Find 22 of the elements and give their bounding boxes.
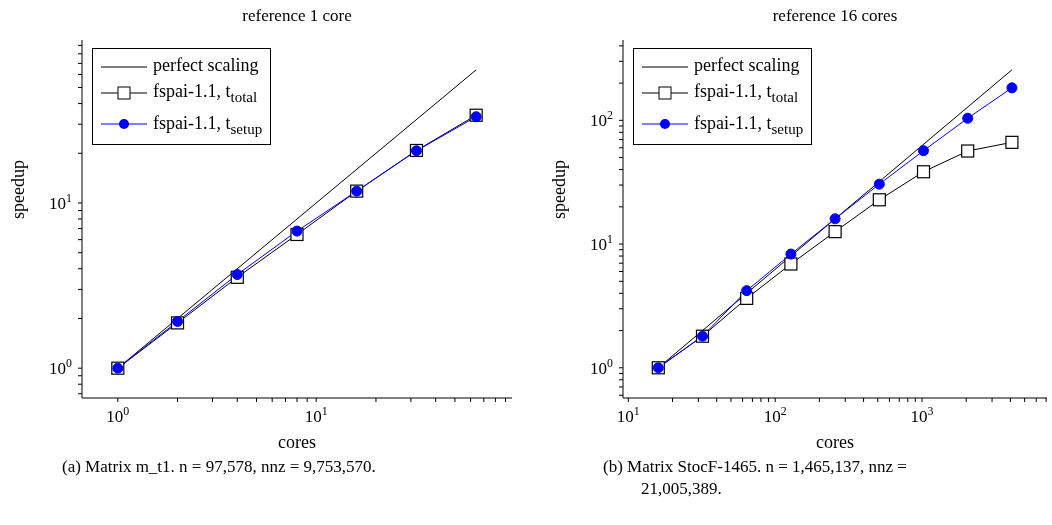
y-tick-label: 10$^{0}$ — [590, 355, 614, 378]
x-tick-label: 10$^{2}$ — [763, 404, 787, 426]
chart-title: reference 16 cores — [771, 6, 899, 26]
x-tick-label: 10$^{0}$ — [106, 404, 130, 426]
legend-label: perfect scaling — [694, 55, 800, 75]
x-axis-title: cores — [278, 432, 316, 452]
legend-label: fspai-1.1, t$_{setup}$ — [153, 112, 263, 137]
y-axis-title: speedup — [8, 160, 29, 219]
legend-label: fspai-1.1, t$_{total}$ — [694, 81, 799, 105]
x-tick-label: 10$^{3}$ — [910, 404, 934, 426]
x-axis-title: cores — [816, 432, 854, 452]
y-tick-label: 10$^{2}$ — [590, 108, 614, 131]
text: (b) Matrix StocF-1465. n = 1,465,137, nnz = 21,005,389. — [603, 456, 908, 500]
legend-label: perfect scaling — [153, 55, 259, 75]
y-tick-label: 10$^{1}$ — [590, 232, 614, 255]
legend-label: fspai-1.1, t$_{setup}$ — [694, 112, 804, 137]
text: (a) Matrix m_t1. n = 97,578, nnz = 9,753,570. — [62, 456, 377, 478]
x-tick-label: 10$^{1}$ — [616, 404, 640, 426]
y-axis-title: speedup — [549, 160, 570, 219]
chart-title: reference 1 core — [241, 6, 353, 26]
legend-label: fspai-1.1, t$_{total}$ — [153, 81, 258, 105]
x-tick-label: 10$^{1}$ — [304, 404, 328, 426]
